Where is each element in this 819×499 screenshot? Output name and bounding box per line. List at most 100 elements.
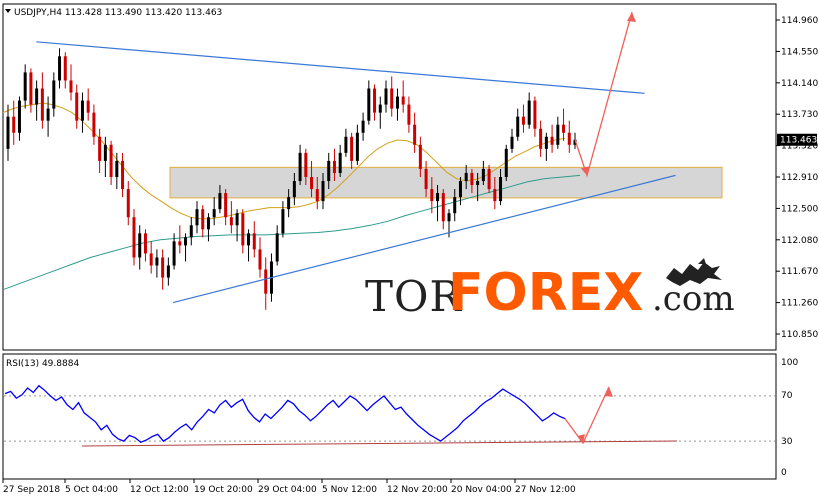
candle <box>413 112 417 153</box>
forecast-arrow <box>574 11 633 178</box>
candle-body <box>395 96 399 109</box>
candle-body <box>12 116 16 133</box>
candle <box>281 201 285 238</box>
current-price-tag <box>777 133 817 146</box>
candle-body <box>298 152 302 182</box>
candle <box>516 108 520 141</box>
candle <box>533 96 537 137</box>
candle-body <box>384 88 388 105</box>
candle <box>109 140 113 186</box>
candle-body <box>212 209 216 218</box>
candle <box>355 124 359 165</box>
candle-body <box>453 197 457 214</box>
candle-body <box>98 136 102 161</box>
candle <box>395 88 399 121</box>
candle <box>138 225 142 270</box>
candle-body <box>361 120 365 133</box>
candle-body <box>516 116 520 137</box>
price-tick-label: 114.960 <box>781 16 818 26</box>
candle-body <box>521 116 525 125</box>
candle <box>98 128 102 173</box>
candle <box>476 172 480 202</box>
candle-body <box>464 172 468 182</box>
candle-body <box>310 177 314 190</box>
candle <box>132 209 136 266</box>
candle <box>544 132 548 161</box>
candle-body <box>367 88 371 121</box>
current-price-label: 113.463 <box>780 136 817 146</box>
candle-body <box>562 124 566 133</box>
candle-body <box>287 197 291 210</box>
candle <box>499 168 503 206</box>
candle-body <box>35 88 39 105</box>
rsi-pane <box>2 353 777 480</box>
candle-body <box>115 160 119 177</box>
candle-body <box>504 148 508 177</box>
candle-body <box>126 189 130 218</box>
candle <box>195 201 199 234</box>
candle <box>178 225 182 254</box>
candle-body <box>184 237 188 246</box>
candle-body <box>92 112 96 137</box>
candle-body <box>40 88 44 121</box>
candle-body <box>52 80 56 109</box>
candle-body <box>476 181 480 186</box>
candle <box>298 144 302 186</box>
candle-body <box>58 56 62 81</box>
candle <box>550 124 554 153</box>
candle-body <box>132 217 136 258</box>
candle <box>126 181 130 226</box>
price-tick-label: 113.320 <box>781 142 818 152</box>
candle <box>487 164 491 194</box>
price-tick-label: 114.550 <box>781 47 818 57</box>
candle <box>103 136 107 177</box>
candle-body <box>407 104 411 125</box>
candle <box>539 120 543 157</box>
price-tick-label: 112.080 <box>781 236 818 246</box>
candle-body <box>275 233 279 262</box>
candle <box>224 189 228 226</box>
candle <box>344 128 348 157</box>
candle <box>80 92 84 133</box>
candle-body <box>487 168 491 190</box>
price-tick-label: 110.850 <box>781 330 818 340</box>
candle-body <box>350 136 354 161</box>
candle <box>436 185 440 222</box>
candle-body <box>567 132 571 145</box>
candle <box>458 177 462 206</box>
candle-body <box>23 72 27 101</box>
candle <box>247 229 251 262</box>
candle <box>23 64 27 109</box>
candle <box>401 80 405 113</box>
ma-slow-line <box>2 174 581 291</box>
candle-body <box>69 80 73 93</box>
candle-body <box>46 108 50 121</box>
candle <box>441 189 445 230</box>
candle-body <box>172 241 176 266</box>
candle <box>143 229 147 262</box>
candle <box>384 80 388 113</box>
candle-body <box>195 209 199 226</box>
candle <box>470 168 474 194</box>
candle <box>229 201 233 234</box>
candle <box>12 100 16 145</box>
candle <box>275 225 279 266</box>
rsi-support-line <box>81 440 678 447</box>
logo-com-text: .com <box>652 279 735 319</box>
candle <box>361 112 365 141</box>
candle-body <box>424 168 428 190</box>
candle-body <box>247 233 251 246</box>
candle-body <box>499 177 503 202</box>
price-tick-label: 111.670 <box>781 267 818 277</box>
candle-body <box>149 253 153 266</box>
candle <box>527 92 531 129</box>
candle-body <box>138 233 142 258</box>
rsi-tick-label: 70 <box>781 391 793 401</box>
candle <box>115 152 119 190</box>
candle-body <box>155 257 159 266</box>
candle-body <box>413 124 417 145</box>
candle <box>367 80 371 125</box>
time-tick-label: 29 Oct 04:00 <box>258 485 317 495</box>
candle <box>241 209 245 254</box>
price-tick-label: 112.500 <box>781 204 818 214</box>
